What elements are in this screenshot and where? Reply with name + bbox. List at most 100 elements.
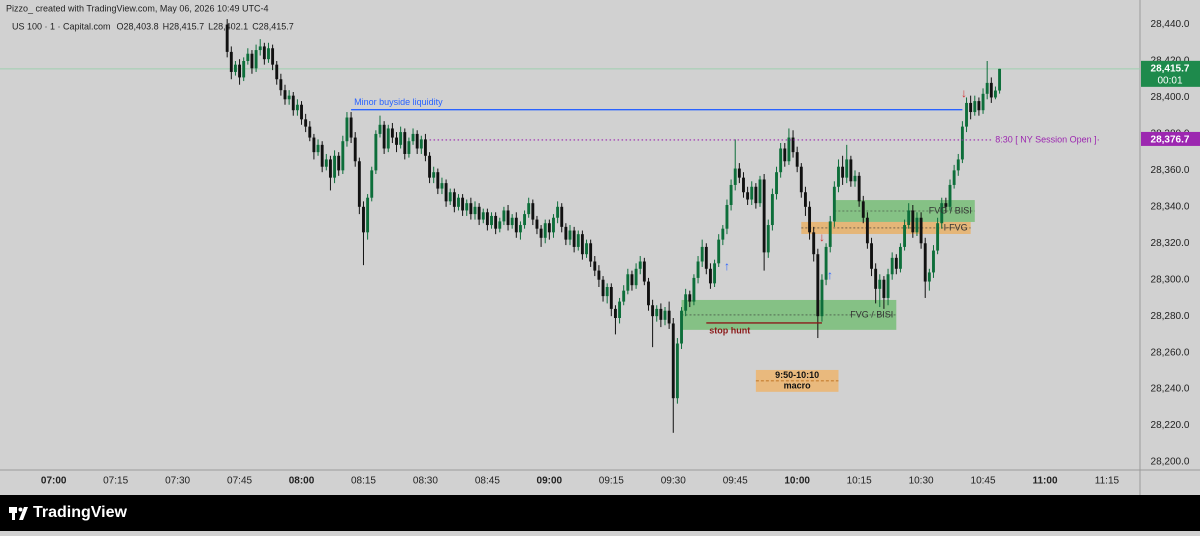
candle-body bbox=[708, 268, 712, 284]
candle-body bbox=[762, 179, 766, 253]
candle-body bbox=[428, 155, 432, 178]
candle-body bbox=[523, 214, 527, 226]
candle-body bbox=[399, 132, 403, 145]
candles bbox=[225, 19, 1002, 433]
x-tick-label: 07:00 bbox=[41, 476, 67, 487]
candle-body bbox=[337, 155, 341, 171]
price-label: 28,376.7 bbox=[1151, 135, 1190, 146]
candle-body bbox=[448, 192, 452, 202]
candle-body bbox=[494, 215, 498, 229]
candle-body bbox=[419, 139, 423, 149]
x-tick-label: 07:45 bbox=[227, 476, 252, 487]
candle-body bbox=[328, 159, 332, 178]
candle-body bbox=[874, 268, 878, 289]
candle-body bbox=[535, 219, 539, 229]
x-tick-label: 11:15 bbox=[1095, 476, 1120, 487]
candle-body bbox=[965, 102, 968, 127]
candle-body bbox=[271, 48, 275, 65]
candle-body bbox=[890, 257, 894, 275]
candle-body bbox=[927, 272, 931, 282]
candle-body bbox=[300, 104, 303, 120]
y-tick-label: 28,280.0 bbox=[1151, 311, 1190, 322]
candle-body bbox=[808, 206, 812, 233]
candle-body bbox=[233, 64, 237, 72]
candle-body bbox=[498, 221, 502, 229]
candle-body bbox=[556, 206, 560, 218]
candle-body bbox=[552, 217, 555, 233]
y-tick-label: 28,320.0 bbox=[1151, 238, 1190, 249]
candle-body bbox=[729, 184, 733, 205]
candle-body bbox=[725, 204, 729, 229]
candle-body bbox=[374, 133, 378, 171]
candle-body bbox=[932, 250, 935, 273]
x-tick-label: 11:00 bbox=[1032, 476, 1057, 487]
candle-body bbox=[473, 206, 477, 215]
candle-body bbox=[766, 225, 770, 253]
x-tick-label: 08:00 bbox=[289, 476, 315, 487]
ohlc-value: C28,415.7 bbox=[252, 21, 294, 31]
candle-body bbox=[775, 172, 778, 195]
level-label: stop hunt bbox=[709, 325, 750, 335]
y-tick-label: 28,400.0 bbox=[1151, 92, 1190, 103]
candle-body bbox=[787, 137, 791, 162]
candle-body bbox=[357, 161, 361, 207]
candle-body bbox=[518, 225, 522, 233]
candle-body bbox=[721, 228, 725, 240]
candle-body bbox=[985, 82, 989, 94]
zone bbox=[834, 200, 975, 222]
candle-body bbox=[820, 279, 824, 317]
candle-body bbox=[642, 261, 646, 282]
candle-body bbox=[754, 186, 758, 204]
candle-body bbox=[609, 287, 613, 309]
candle-body bbox=[539, 228, 543, 238]
candle-body bbox=[969, 102, 973, 113]
y-tick-label: 28,360.0 bbox=[1151, 165, 1190, 176]
y-tick-label: 28,200.0 bbox=[1151, 457, 1190, 468]
candle-body bbox=[262, 46, 266, 60]
candle-body bbox=[898, 246, 902, 269]
candle-body bbox=[366, 197, 370, 233]
candle-body bbox=[841, 166, 845, 178]
footer-bar bbox=[0, 495, 1200, 531]
candle-body bbox=[432, 172, 436, 178]
macro-label: 9:50-10:10 bbox=[775, 370, 819, 380]
candle-body bbox=[531, 203, 535, 220]
candle-body bbox=[238, 64, 242, 78]
candle-body bbox=[477, 206, 481, 220]
x-tick-label: 09:45 bbox=[723, 476, 748, 487]
candle-body bbox=[560, 206, 564, 227]
candle-body bbox=[675, 343, 679, 399]
candle-body bbox=[403, 132, 407, 154]
candle-body bbox=[502, 210, 506, 222]
candle-body bbox=[444, 183, 448, 202]
candle-body bbox=[700, 246, 704, 262]
candle-body bbox=[713, 263, 717, 284]
candle-body bbox=[663, 310, 667, 320]
brand-logo bbox=[9, 507, 28, 520]
candle-body bbox=[242, 61, 246, 78]
candle-body bbox=[956, 159, 960, 171]
y-tick-label: 28,300.0 bbox=[1151, 274, 1190, 285]
candle-body bbox=[593, 261, 597, 271]
x-tick-label: 10:45 bbox=[971, 476, 996, 487]
ohlc-value: O28,403.8 bbox=[117, 21, 159, 31]
candle-body bbox=[452, 192, 456, 207]
candle-body bbox=[750, 186, 754, 200]
candle-body bbox=[630, 274, 634, 286]
candle-body bbox=[316, 144, 320, 153]
candle-body bbox=[485, 212, 489, 226]
candle-body bbox=[568, 230, 572, 240]
candle-body bbox=[907, 210, 911, 226]
candle-body bbox=[651, 305, 655, 317]
candle-body bbox=[655, 308, 659, 317]
candle-body bbox=[989, 82, 993, 98]
candle-body bbox=[225, 24, 229, 52]
candle-body bbox=[506, 210, 510, 226]
candle-body bbox=[960, 126, 964, 160]
level-label-bg bbox=[992, 133, 1098, 146]
candle-body bbox=[543, 223, 547, 238]
candle-body bbox=[254, 50, 258, 69]
candle-body bbox=[936, 223, 940, 251]
candle-body bbox=[415, 133, 419, 149]
